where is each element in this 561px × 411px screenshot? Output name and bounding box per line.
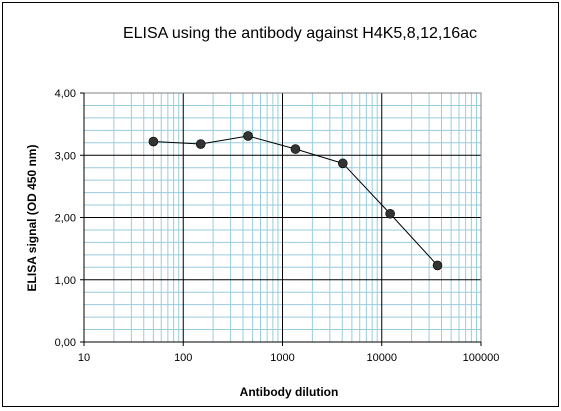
- y-tick-label: 0,00: [55, 337, 76, 349]
- elisa-chart: ELISA using the antibody against H4K5,8,…: [25, 25, 500, 399]
- axis-layer: 10 100 1000 10000 100000 0,00 1,00 2,00 3,00 4,00: [55, 88, 500, 364]
- chart-title: ELISA using the antibody against H4K5,8,…: [123, 25, 477, 42]
- x-tick-label: 100000: [463, 352, 500, 364]
- data-point: [337, 158, 348, 169]
- x-axis-title: Antibody dilution: [240, 385, 339, 399]
- data-point: [148, 136, 159, 147]
- series-line-segment: [153, 141, 201, 145]
- data-point: [243, 131, 253, 141]
- y-tick-label: 3,00: [55, 150, 76, 162]
- data-point: [432, 260, 443, 271]
- x-tick-label: 1000: [270, 352, 294, 364]
- series-layer: [148, 131, 443, 271]
- x-tick-label: 100: [174, 352, 192, 364]
- series-line-segment: [200, 135, 249, 145]
- grid-layer: [83, 92, 482, 343]
- y-tick-label: 1,00: [55, 275, 76, 287]
- series-line-segment: [389, 213, 438, 266]
- data-point: [195, 139, 206, 149]
- series-line-segment: [295, 148, 343, 164]
- x-tick-label: 10: [78, 352, 90, 364]
- chart-frame: ELISA using the antibody against H4K5,8,…: [2, 2, 559, 407]
- x-tick-label: 10000: [366, 352, 397, 364]
- y-tick-label: 4,00: [55, 88, 76, 100]
- data-point: [385, 208, 395, 219]
- data-point: [290, 144, 301, 154]
- series-line-segment: [247, 135, 296, 150]
- y-axis-title: ELISA signal (OD 450 nm): [25, 145, 39, 292]
- series-line-segment: [342, 163, 391, 215]
- y-tick-label: 2,00: [55, 213, 76, 225]
